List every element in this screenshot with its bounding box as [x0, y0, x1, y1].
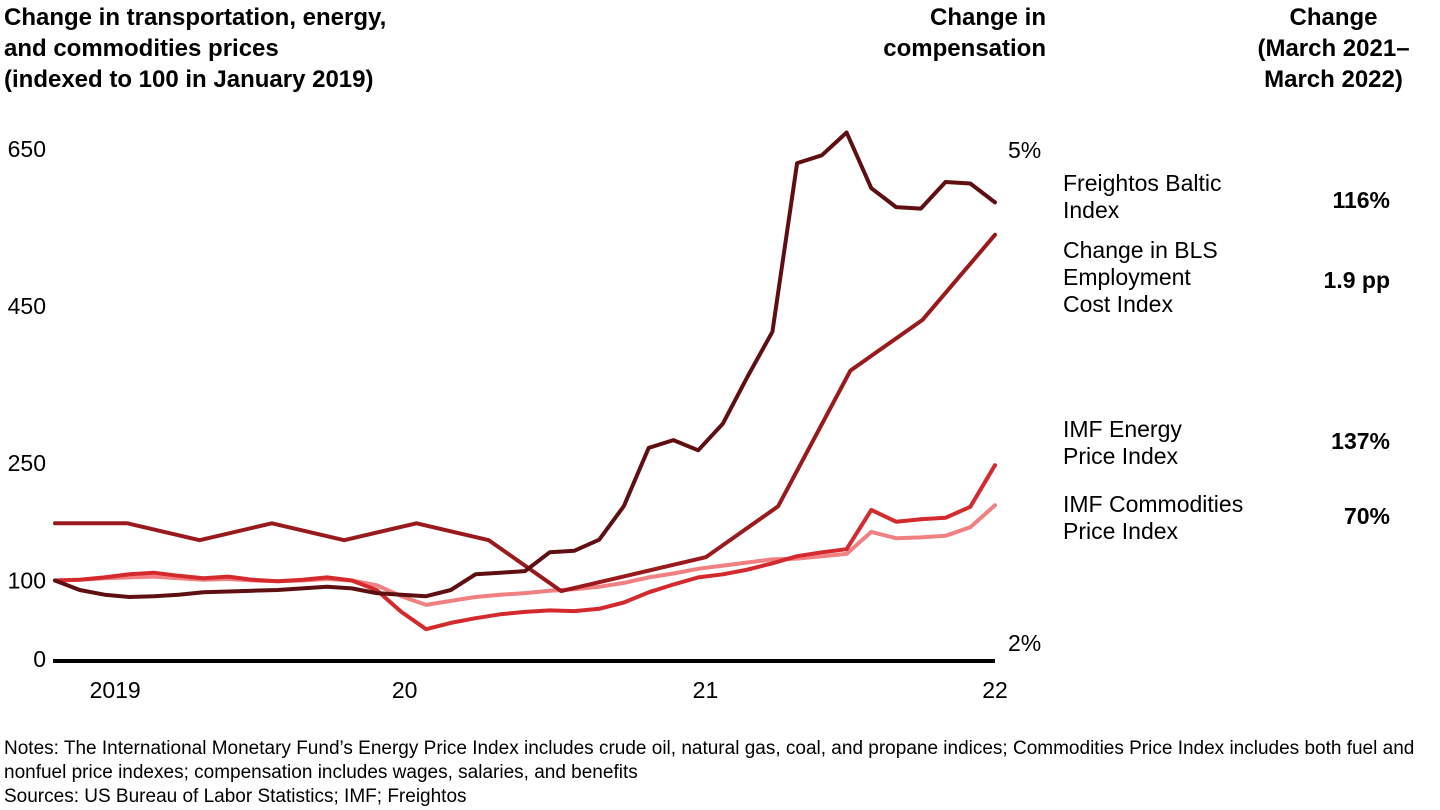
legend-value: 116% [1332, 187, 1390, 213]
legend-label-line: Cost Index [1063, 291, 1173, 317]
legend-label: IMF Commodities Price Index [1063, 491, 1313, 545]
sources-text: Sources: US Bureau of Labor Statistics; … [4, 786, 467, 807]
legend-label-line: IMF Energy [1063, 416, 1182, 442]
footnotes: Notes: The International Monetary Fund’s… [4, 737, 1438, 809]
notes-text: Notes: The International Monetary Fund’s… [4, 738, 1415, 783]
legend-value: 70% [1343, 503, 1390, 529]
legend-label: Change in BLS Employment Cost Index [1063, 237, 1313, 318]
right-axis-tick: 2% [1008, 630, 1041, 656]
y-axis-tick: 650 [8, 136, 46, 162]
x-axis-tick: 20 [392, 677, 418, 703]
y-axis-tick: 100 [8, 568, 46, 594]
legend-label-line: IMF Commodities [1063, 491, 1244, 517]
series-line-imf-commodities-price-index [53, 503, 997, 607]
chart-area: 0 100 250 450 650 2% 5% 2019 20 21 22 [8, 130, 1041, 703]
change-column-header-line: March 2022) [1264, 66, 1403, 93]
y-axis-tick: 450 [8, 293, 46, 319]
chart-title: Change in transportation, energy, and co… [4, 2, 484, 95]
legend: Freightos Baltic Index 116% Change in BL… [1050, 0, 1440, 730]
legend-label-line: Price Index [1063, 443, 1179, 469]
legend-value: 1.9 pp [1323, 267, 1390, 293]
change-column-header-line: Change [1289, 4, 1378, 31]
compensation-header: Change in compensation [806, 2, 1046, 64]
x-axis-tick: 21 [693, 677, 719, 703]
series-line-freightos-baltic-index [53, 130, 997, 599]
legend-label-line: Employment [1063, 264, 1191, 290]
y-axis-tick: 250 [8, 450, 46, 476]
legend-value: 137% [1331, 428, 1390, 454]
legend-label: IMF Energy Price Index [1063, 416, 1313, 470]
series-line-bls-employment-cost-index [53, 232, 997, 594]
change-column-header: Change (March 2021– March 2022) [1228, 2, 1439, 95]
compensation-header-line: compensation [883, 35, 1046, 62]
legend-label-line: Price Index [1063, 518, 1179, 544]
legend-label-line: Freightos Baltic [1063, 170, 1222, 196]
legend-label-line: Index [1063, 197, 1120, 223]
x-axis-tick: 22 [982, 677, 1008, 703]
x-axis-tick: 2019 [90, 677, 141, 703]
y-axis-tick: 0 [33, 646, 46, 672]
legend-label: Freightos Baltic Index [1063, 170, 1313, 224]
right-axis-tick: 5% [1008, 137, 1041, 163]
chart-title-line: and commodities prices [4, 35, 279, 62]
line-chart: 0 100 250 450 650 2% 5% 2019 20 21 22 [8, 130, 1041, 703]
chart-title-line: (indexed to 100 in January 2019) [4, 66, 374, 93]
compensation-header-line: Change in [929, 4, 1046, 31]
chart-title-line: Change in transportation, energy, [4, 4, 387, 31]
change-column-header-line: (March 2021– [1257, 35, 1410, 62]
legend-label-line: Change in BLS [1063, 237, 1218, 263]
series-line-imf-energy-price-index [53, 463, 997, 632]
